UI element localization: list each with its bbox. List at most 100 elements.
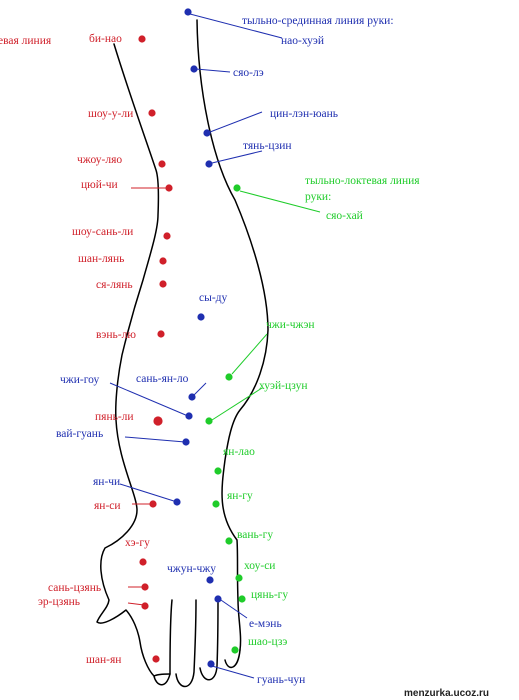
- point-shou-san-li: шоу-сань-ли: [72, 226, 171, 240]
- point-dot: [212, 500, 220, 508]
- point-label: пянь-ли: [95, 411, 134, 423]
- point-label: чжи-гоу: [60, 374, 99, 386]
- point-huei-tszun: хуэй-цзун: [205, 380, 307, 425]
- leader-yan-chi-blue: [119, 483, 178, 503]
- point-label: чжоу-ляо: [77, 154, 122, 166]
- point-dot: [185, 412, 193, 420]
- watermark: menzurka.ucoz.ru: [404, 688, 489, 699]
- finger-little: [224, 649, 241, 669]
- leader-chzhi-gou: [109, 382, 189, 417]
- point-label: шоу-сань-ли: [72, 226, 133, 238]
- leader-tsin-len-yuan: [209, 111, 263, 133]
- point-dot: [231, 646, 239, 654]
- point-yan-lao: ян-лао: [214, 446, 255, 475]
- point-label: е-мэнь: [249, 618, 282, 630]
- point-label: ян-си: [94, 500, 121, 512]
- leader-er-tszyan: [127, 602, 145, 606]
- point-label: чжи-чжэн: [266, 319, 315, 331]
- point-dot: [152, 655, 160, 663]
- leader-chzhi-chzhen: [231, 333, 268, 375]
- finger-index: [153, 599, 173, 686]
- red-line-header: евая линия: [0, 35, 52, 47]
- green-line-header-2: руки:: [305, 191, 331, 203]
- point-label: чжун-чжу: [167, 563, 216, 575]
- point-chzhi-gou: чжи-гоу: [60, 374, 193, 420]
- point-guan-chun: гуань-чун: [207, 660, 305, 686]
- point-shan-yan: шан-ян: [86, 654, 160, 666]
- finger-ring: [199, 599, 219, 681]
- leader-huei-tszun: [211, 387, 263, 421]
- point-dot: [225, 537, 233, 545]
- point-chzhi-chzhen: чжи-чжэн: [225, 319, 315, 381]
- point-label: вай-гуань: [56, 428, 103, 440]
- point-label: нао-хуэй: [281, 35, 324, 47]
- green-points: сяо-хай чжи-чжэн хуэй-цзун ян-лао ян-гу …: [205, 184, 363, 654]
- point-ven-lyu: вэнь-лю: [96, 329, 165, 341]
- point-van-gu: вань-гу: [225, 529, 273, 545]
- point-e-men: е-мэнь: [214, 595, 282, 630]
- point-dot: [205, 160, 213, 168]
- point-label: сань-ян-ло: [136, 373, 189, 385]
- point-dot: [233, 184, 241, 192]
- point-label: ян-лао: [223, 446, 255, 458]
- point-dot: [158, 160, 166, 168]
- point-dot: [173, 498, 181, 506]
- point-nao-huei: нао-хуэй: [184, 8, 324, 47]
- point-label: цин-лэн-юань: [270, 108, 338, 120]
- point-label: тянь-цзин: [243, 140, 292, 152]
- point-tyan-tszin: тянь-цзин: [205, 140, 292, 168]
- point-label: цюй-чи: [81, 179, 118, 191]
- point-chzhou-lyao: чжоу-ляо: [77, 154, 166, 168]
- finger-middle: [175, 599, 197, 688]
- point-dot: [157, 330, 165, 338]
- leader-lines: [109, 13, 321, 679]
- point-label: сяо-хай: [326, 210, 363, 222]
- point-label: шоу-у-ли: [88, 108, 133, 120]
- point-label: шан-ян: [86, 654, 121, 666]
- leader-syao-le: [195, 68, 231, 73]
- point-san-yan-lo: сань-ян-ло: [136, 373, 196, 401]
- point-label: хоу-си: [244, 560, 275, 572]
- point-label: шао-цзэ: [248, 636, 287, 648]
- blue-line-header: тыльно-срединная линия руки:: [242, 15, 394, 27]
- point-dot: [190, 65, 198, 73]
- point-er-tszyan: эр-цзянь: [38, 596, 149, 610]
- point-yan-chi-blue: ян-чи: [93, 476, 181, 506]
- point-dot: [207, 660, 215, 668]
- leader-syao-hai: [239, 190, 321, 213]
- red-points: би-нао шоу-у-ли чжоу-ляо цюй-чи шоу-сань…: [38, 33, 173, 666]
- point-pyan-li: пянь-ли: [95, 411, 163, 426]
- point-yan-gu: ян-гу: [212, 490, 253, 508]
- point-dot: [159, 257, 167, 265]
- point-sy-du: сы-ду: [197, 292, 228, 321]
- point-chzhun-chzhu: чжун-чжу: [167, 563, 216, 584]
- point-dot: [149, 500, 157, 508]
- leader-guan-chun: [211, 665, 255, 679]
- point-dot: [214, 595, 222, 603]
- point-dot: [141, 602, 149, 610]
- point-label: сы-ду: [199, 292, 228, 304]
- point-label: хуэй-цзун: [259, 380, 307, 392]
- leader-san-yan-lo: [192, 382, 207, 397]
- point-dot: [165, 184, 173, 192]
- point-dot: [184, 8, 192, 16]
- point-label: ся-лянь: [96, 279, 133, 291]
- point-label: цянь-гу: [251, 589, 288, 601]
- arm-left-edge: [96, 43, 171, 677]
- point-dot: [205, 417, 213, 425]
- point-label: вань-гу: [237, 529, 273, 541]
- point-label: шан-лянь: [78, 253, 124, 265]
- point-dot: [148, 109, 156, 117]
- point-shao-tsze: шао-цзэ: [231, 636, 287, 654]
- point-dot: [141, 583, 149, 591]
- point-syao-le: сяо-лэ: [190, 65, 264, 79]
- point-dot: [159, 280, 167, 288]
- point-label: сяо-лэ: [233, 67, 264, 79]
- point-label: гуань-чун: [257, 674, 305, 686]
- point-label: ян-гу: [227, 490, 253, 502]
- point-tsin-len-yuan: цин-лэн-юань: [203, 108, 338, 137]
- point-label: сань-цзянь: [48, 582, 101, 594]
- point-dot: [197, 313, 205, 321]
- point-dot: [238, 595, 246, 603]
